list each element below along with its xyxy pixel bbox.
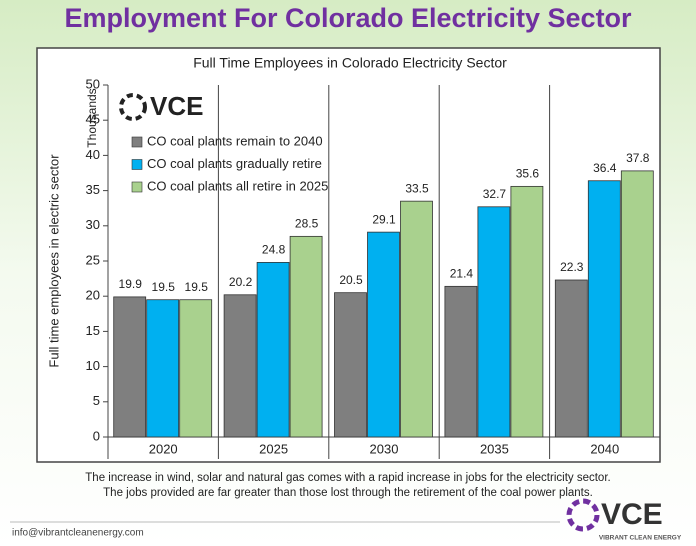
legend-swatch	[131, 159, 143, 170]
x-tick-label: 2030	[370, 441, 399, 456]
bar	[146, 299, 180, 438]
bar	[587, 180, 621, 438]
bar	[620, 170, 654, 438]
data-label: 19.5	[152, 280, 176, 294]
footer-logo-subtitle: VIBRANT CLEAN ENERGY	[599, 535, 682, 542]
footer-email: info@vibrantcleanenergy.com	[12, 528, 144, 539]
legend-label: CO coal plants gradually retire	[147, 156, 322, 171]
data-label: 36.4	[593, 161, 617, 175]
bar	[289, 235, 323, 438]
data-label: 24.8	[262, 243, 286, 257]
data-label: 21.4	[450, 267, 474, 281]
data-label: 19.5	[185, 280, 209, 294]
bar	[367, 231, 400, 438]
y-tick-label: 5	[93, 393, 100, 408]
chart-title: Full Time Employees in Colorado Electric…	[193, 55, 507, 71]
bar	[334, 292, 367, 438]
y-tick-label: 30	[86, 217, 100, 232]
bar	[510, 185, 544, 438]
legend-label: CO coal plants all retire in 2025	[147, 178, 328, 193]
bar	[444, 285, 478, 438]
x-tick-label: 2025	[259, 441, 288, 456]
page-title: Employment For Colorado Electricity Sect…	[64, 3, 632, 33]
footer-logo: VCE	[601, 498, 663, 531]
x-tick-label: 2040	[590, 441, 619, 456]
bar	[179, 299, 213, 438]
y-tick-label: 35	[86, 182, 100, 197]
y-tick-label: 45	[86, 112, 100, 127]
footer-logo-icon	[566, 498, 600, 532]
data-label: 33.5	[405, 181, 429, 195]
legend-label: CO coal plants remain to 2040	[147, 133, 323, 148]
bar	[400, 200, 433, 438]
data-label: 29.1	[372, 212, 396, 226]
y-tick-label: 40	[86, 147, 100, 162]
logo-icon	[119, 93, 147, 121]
legend-swatch	[131, 181, 143, 193]
data-label: 35.6	[516, 167, 540, 181]
y-axis-label: Full time employees in electric sector	[46, 154, 61, 368]
y-tick-label: 0	[93, 428, 100, 443]
y-tick-label: 25	[86, 252, 100, 267]
data-label: 19.9	[119, 277, 143, 291]
data-label: 32.7	[483, 187, 507, 201]
x-tick-label: 2035	[480, 441, 509, 456]
data-label: 22.3	[560, 260, 584, 274]
caption-line: The jobs provided are far greater than t…	[103, 487, 593, 499]
y-tick-label: 10	[86, 358, 100, 373]
bar	[113, 296, 147, 438]
bar	[256, 262, 290, 438]
data-label: 20.5	[339, 273, 363, 287]
bar	[223, 294, 257, 438]
bar	[477, 206, 511, 438]
x-tick-label: 2020	[149, 441, 178, 456]
caption-line: The increase in wind, solar and natural …	[85, 472, 610, 484]
y-tick-label: 15	[86, 323, 100, 338]
y-tick-label: 20	[86, 288, 100, 303]
bar	[554, 279, 588, 438]
data-label: 20.2	[229, 275, 253, 289]
legend-swatch	[131, 136, 143, 148]
data-label: 28.5	[295, 217, 319, 231]
y-tick-label: 50	[86, 76, 100, 91]
data-label: 37.8	[626, 151, 650, 165]
plot-logo: VCE	[119, 91, 203, 121]
y-unit: Thousands	[85, 88, 99, 147]
logo-text: VCE	[150, 91, 203, 121]
